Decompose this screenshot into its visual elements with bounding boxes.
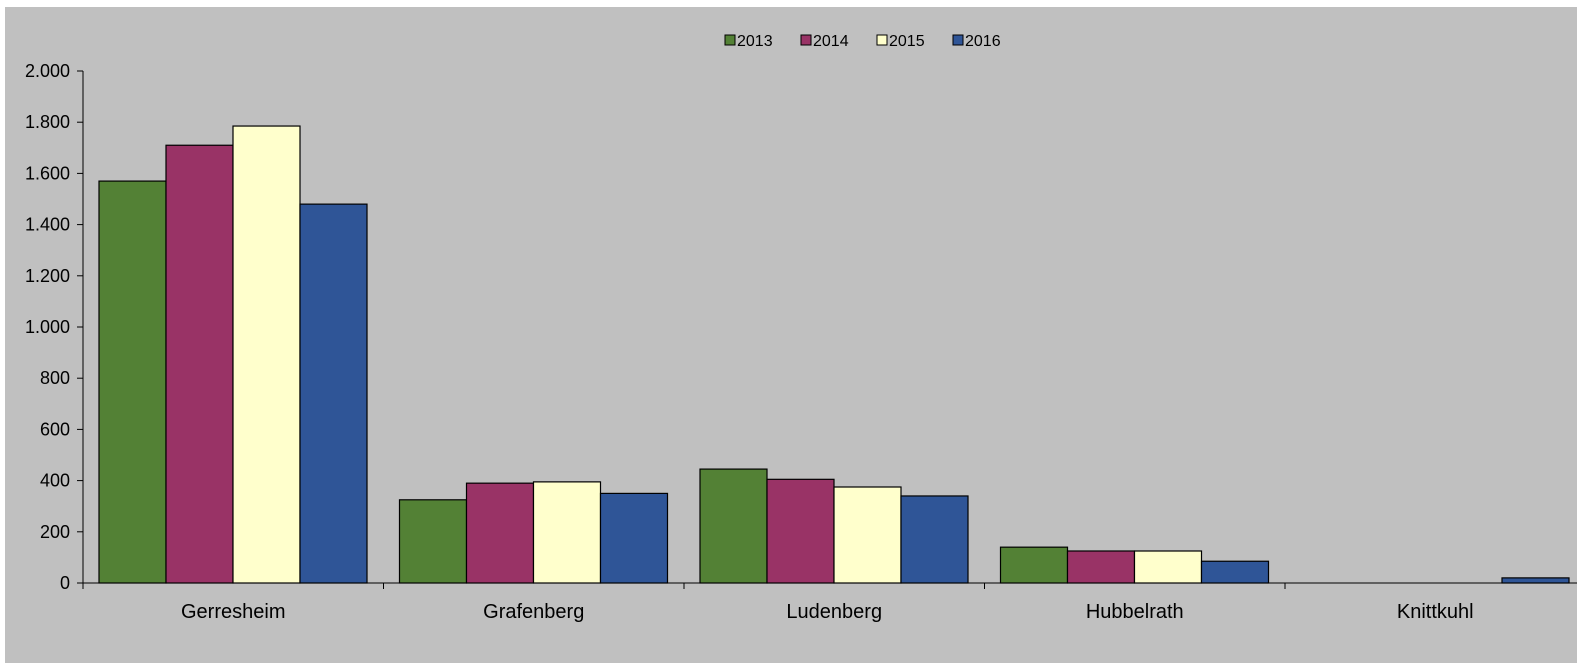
- x-category-label: Knittkuhl: [1397, 601, 1474, 623]
- bar-2015-grafenberg: [532, 481, 602, 584]
- bar-2016-ludenberg: [900, 495, 969, 584]
- y-tick-label: 2.000: [25, 61, 70, 81]
- y-tick-label: 0: [60, 573, 70, 593]
- bar-2015-hubbelrath: [1133, 550, 1203, 584]
- legend-swatch-2014: [800, 34, 812, 46]
- bar-2013-hubbelrath: [999, 546, 1069, 584]
- legend-swatch-2016: [952, 34, 964, 46]
- legend-label-2015: 2015: [889, 33, 925, 50]
- x-category-label: Ludenberg: [786, 601, 882, 623]
- x-category-label: Gerresheim: [181, 601, 285, 623]
- bar-series-group: [98, 125, 1570, 584]
- y-tick-label: 1.600: [25, 163, 70, 183]
- y-tick-label: 1.400: [25, 215, 70, 235]
- bar-2014-ludenberg: [766, 478, 835, 584]
- y-tick-label: 600: [40, 419, 70, 439]
- y-tick-label: 1.000: [25, 317, 70, 337]
- bar-2014-hubbelrath: [1066, 550, 1136, 584]
- legend-swatch-2013: [724, 34, 736, 46]
- legend-label-2013: 2013: [737, 33, 773, 50]
- bar-2016-hubbelrath: [1200, 560, 1270, 584]
- y-tick-label: 1.200: [25, 266, 70, 286]
- y-tick-label: 400: [40, 471, 70, 491]
- y-tick-label: 800: [40, 368, 70, 388]
- bar-2016-gerresheim: [299, 203, 368, 584]
- chart-legend: 2013 2014 2015 2016: [724, 33, 1001, 50]
- bar-2014-gerresheim: [165, 144, 234, 584]
- bar-2013-grafenberg: [398, 499, 468, 584]
- y-tick-label: 200: [40, 522, 70, 542]
- x-category-label: Grafenberg: [483, 601, 584, 623]
- x-category-label: Hubbelrath: [1086, 601, 1184, 623]
- bar-2016-knittkuhl: [1501, 577, 1570, 584]
- bar-2016-grafenberg: [599, 492, 669, 584]
- x-axis: Gerresheim Grafenberg Ludenberg Hubbelrath K…: [82, 582, 1577, 623]
- y-tick-label: 1.800: [25, 112, 70, 132]
- bar-2014-grafenberg: [465, 482, 535, 584]
- y-axis: 0 200 400 600 800 1.000 1.200 1.400 1.600 1.800 2.…: [25, 61, 84, 593]
- legend-swatch-2015: [876, 34, 888, 46]
- legend-label-2014: 2014: [813, 33, 849, 50]
- bar-2013-ludenberg: [699, 468, 768, 584]
- legend-label-2016: 2016: [965, 33, 1001, 50]
- bar-2015-ludenberg: [833, 486, 902, 584]
- bar-2013-gerresheim: [98, 180, 167, 584]
- bar-2015-gerresheim: [232, 125, 301, 584]
